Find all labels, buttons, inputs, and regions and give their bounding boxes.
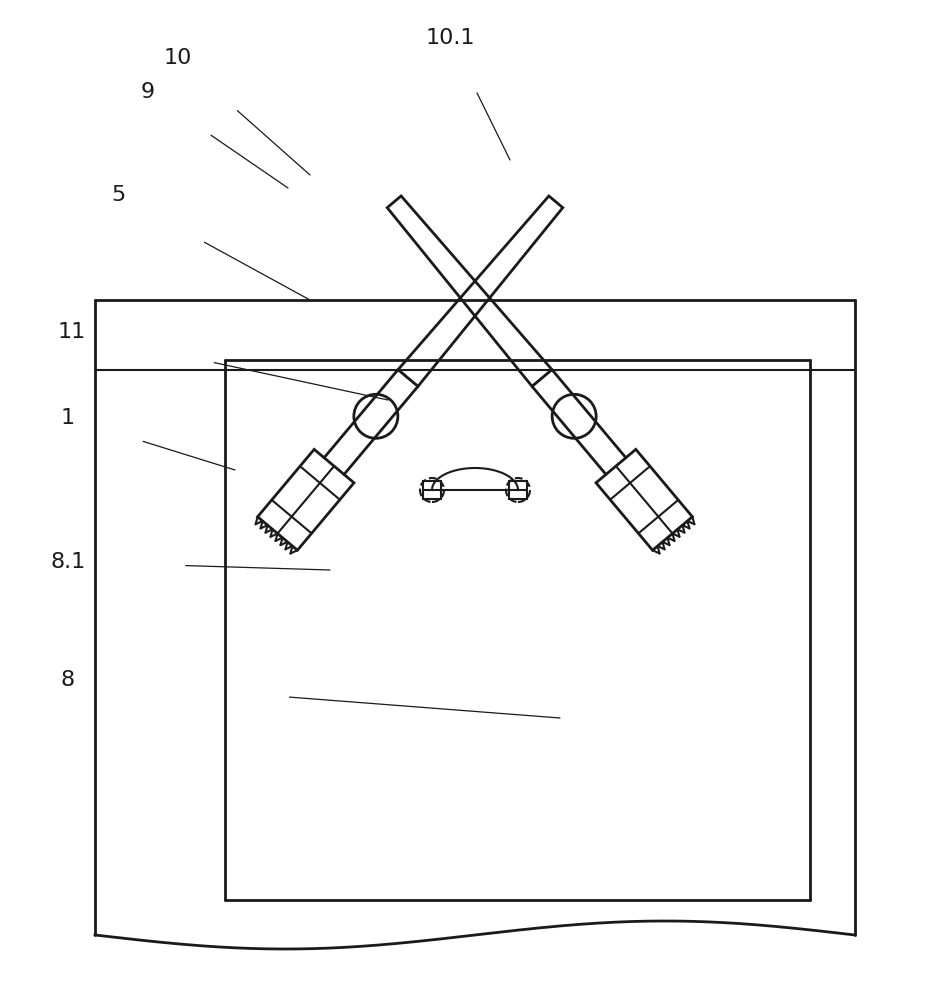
Text: 1: 1	[61, 408, 75, 428]
Text: 8: 8	[61, 670, 75, 690]
Text: 11: 11	[58, 322, 86, 342]
Text: 10.1: 10.1	[426, 28, 475, 48]
Text: 8.1: 8.1	[50, 552, 86, 572]
Text: 10: 10	[163, 48, 192, 68]
Text: 5: 5	[111, 185, 125, 205]
Text: 9: 9	[141, 82, 155, 102]
